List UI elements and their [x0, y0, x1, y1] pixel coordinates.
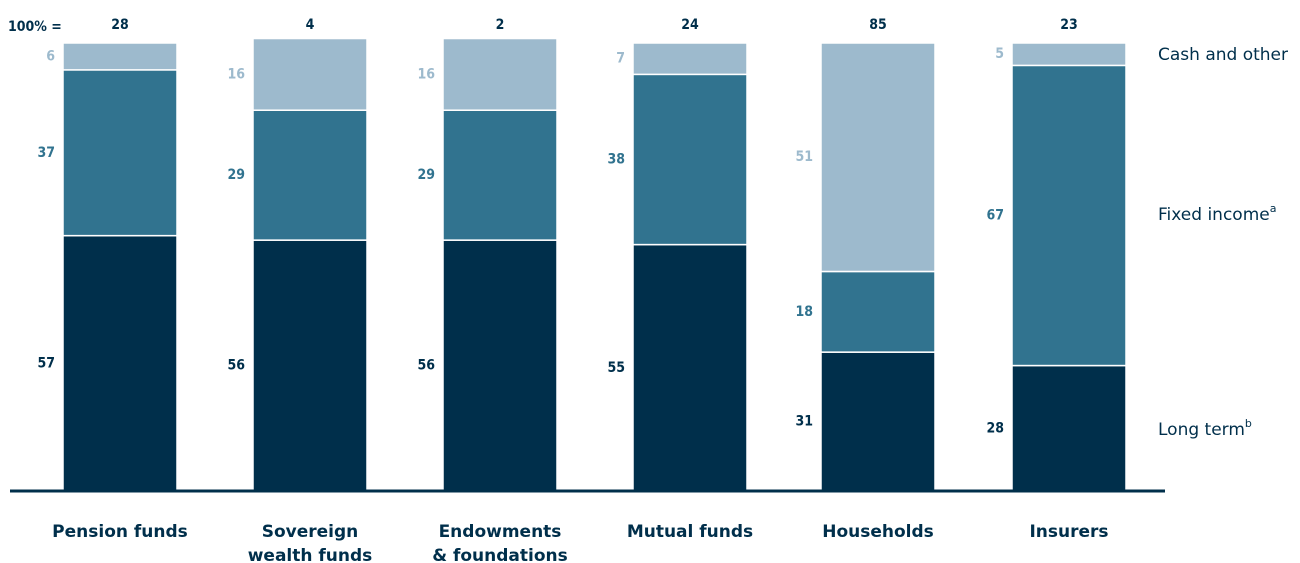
value-label: 29 [417, 167, 435, 183]
value-label: 16 [417, 66, 435, 82]
legend-entry: Long termb [1158, 417, 1252, 440]
value-label: 6 [46, 48, 55, 64]
bar-segment [442, 239, 558, 492]
bar-segment [632, 243, 748, 492]
category-label: Mutual funds [627, 522, 753, 542]
bar-segment [820, 270, 936, 353]
total-value: 85 [869, 17, 887, 33]
bar-segment [632, 42, 748, 76]
total-value: 4 [306, 17, 315, 33]
category-label: Pension funds [52, 522, 188, 542]
legend-entry: Fixed incomea [1158, 202, 1276, 225]
bar-segment [820, 42, 936, 273]
value-label: 37 [37, 145, 55, 161]
value-label: 56 [417, 358, 435, 374]
bar-segment [1011, 42, 1127, 67]
total-value: 28 [111, 17, 129, 33]
value-label: 56 [227, 358, 245, 374]
category-label: wealth funds [248, 546, 373, 563]
total-label: 100% = [8, 19, 62, 35]
bar-segment [62, 69, 178, 237]
bar-segment [1011, 364, 1127, 492]
bar-segment [820, 351, 936, 492]
total-value: 24 [681, 17, 699, 33]
bar-segment [442, 37, 558, 111]
value-label: 18 [795, 304, 813, 320]
value-label: 31 [795, 414, 813, 430]
value-label: 51 [795, 149, 813, 165]
legend-name: Cash and other [1158, 45, 1288, 65]
bar-segment [62, 234, 178, 492]
category-label: & foundations [432, 546, 568, 563]
value-label: 29 [227, 167, 245, 183]
value-label: 7 [616, 51, 625, 67]
category-label: Households [822, 522, 934, 542]
value-label: 55 [607, 360, 625, 376]
legend-name: Long term [1158, 420, 1245, 440]
bar-segment [252, 37, 368, 111]
value-label: 67 [986, 207, 1004, 223]
value-label: 38 [607, 151, 625, 167]
bar-segment [632, 73, 748, 246]
legend-name: Fixed income [1158, 205, 1270, 225]
bar-segment [62, 42, 178, 71]
legend-footnote: a [1270, 202, 1277, 215]
total-value: 23 [1060, 17, 1078, 33]
category-label: Sovereign [262, 522, 359, 542]
legend-entry: Cash and other [1158, 45, 1288, 65]
bar-segment [252, 239, 368, 492]
legend-footnote: b [1245, 417, 1252, 430]
bar-segment [252, 109, 368, 241]
category-label: Insurers [1029, 522, 1108, 542]
total-value: 2 [496, 17, 505, 33]
value-label: 16 [227, 66, 245, 82]
value-label: 57 [37, 355, 55, 371]
category-label: Endowments [439, 522, 562, 542]
value-label: 5 [995, 46, 1004, 62]
bar-segment [1011, 64, 1127, 367]
value-label: 28 [986, 420, 1004, 436]
bar-segment [442, 109, 558, 241]
